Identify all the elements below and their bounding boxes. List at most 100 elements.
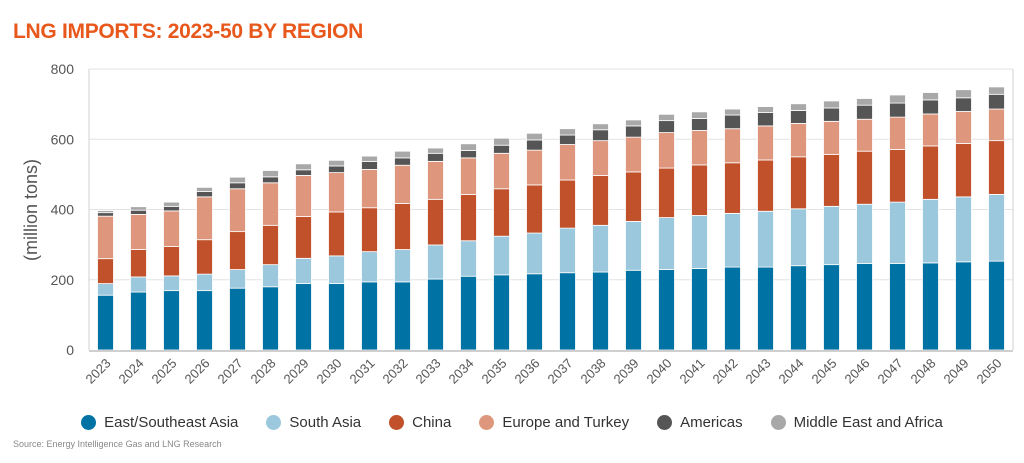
bar-stack-2041 <box>691 111 708 351</box>
bar-segment-china <box>526 184 543 234</box>
bar-segment-americas <box>526 139 543 151</box>
bar-segment-middle-east-and-africa <box>691 111 708 119</box>
x-tick-label: 2045 <box>809 356 840 387</box>
legend-item-europe-and-turkey: Europe and Turkey <box>479 414 629 431</box>
bar-segment-middle-east-and-africa <box>889 94 906 104</box>
x-tick-label: 2024 <box>116 356 147 387</box>
bar-segment-china <box>460 193 477 242</box>
bar-segment-americas <box>988 93 1005 110</box>
bar-segment-americas <box>328 165 345 174</box>
bar-segment-middle-east-and-africa <box>196 186 213 192</box>
bar-segment-middle-east-and-africa <box>526 132 543 141</box>
bar-segment-europe-and-turkey <box>592 140 609 176</box>
bar-segment-middle-east-and-africa <box>823 100 840 109</box>
bar-segment-europe-and-turkey <box>526 149 543 186</box>
bar-segment-south-asia <box>460 240 477 277</box>
x-tick-label: 2031 <box>347 356 378 387</box>
bar-stack-2023 <box>97 210 114 351</box>
bar-segment-americas <box>625 125 642 138</box>
bar-segment-east-southeast-asia <box>592 271 609 351</box>
bar-segment-europe-and-turkey <box>988 108 1005 142</box>
bar-stack-2027 <box>229 176 246 351</box>
bar-segment-china <box>196 239 213 275</box>
bar-segment-east-southeast-asia <box>130 291 147 351</box>
bar-segment-east-southeast-asia <box>790 265 807 351</box>
bar-segment-americas <box>559 134 576 145</box>
bar-segment-east-southeast-asia <box>955 261 972 351</box>
bar-stack-2049 <box>955 89 972 351</box>
bar-segment-east-southeast-asia <box>97 294 114 351</box>
bar-stack-2040 <box>658 113 675 351</box>
bar-stack-2050 <box>988 86 1005 351</box>
bar-segment-china <box>757 159 774 212</box>
x-tick-label: 2025 <box>149 356 180 387</box>
bar-segment-europe-and-turkey <box>460 157 477 195</box>
legend-swatch <box>389 415 405 430</box>
bar-segment-europe-and-turkey <box>229 188 246 233</box>
bar-segment-middle-east-and-africa <box>97 210 114 214</box>
x-tick-label: 2037 <box>545 356 576 387</box>
bar-segment-south-asia <box>361 251 378 283</box>
bar-segment-china <box>724 162 741 214</box>
bar-stack-2043 <box>757 106 774 351</box>
x-tick-label: 2035 <box>479 356 510 387</box>
bar-segment-south-asia <box>262 264 279 288</box>
bar-segment-china <box>955 143 972 198</box>
bar-segment-americas <box>889 102 906 118</box>
bar-stack-2024 <box>130 206 147 351</box>
bar-segment-south-asia <box>163 275 180 292</box>
bar-segment-europe-and-turkey <box>757 125 774 161</box>
bar-segment-east-southeast-asia <box>724 266 741 351</box>
bar-stack-2034 <box>460 143 477 351</box>
x-tick-label: 2046 <box>842 356 873 387</box>
bar-segment-south-asia <box>889 201 906 264</box>
bar-stack-2037 <box>559 128 576 351</box>
bar-segment-europe-and-turkey <box>130 214 147 250</box>
x-tick-label: 2030 <box>314 356 345 387</box>
bar-segment-americas <box>724 114 741 130</box>
x-tick-label: 2050 <box>974 356 1005 387</box>
bar-segment-middle-east-and-africa <box>493 137 510 146</box>
bar-segment-europe-and-turkey <box>262 182 279 226</box>
bar-segment-china <box>559 179 576 229</box>
bar-segment-south-asia <box>658 217 675 270</box>
bar-segment-europe-and-turkey <box>856 118 873 152</box>
x-tick-label: 2026 <box>182 356 213 387</box>
bar-segment-middle-east-and-africa <box>328 159 345 167</box>
bar-segment-middle-east-and-africa <box>658 113 675 122</box>
legend-swatch <box>479 415 495 430</box>
x-tick-label: 2033 <box>413 356 444 387</box>
bar-segment-europe-and-turkey <box>97 215 114 260</box>
x-tick-label: 2034 <box>446 356 477 387</box>
bar-segment-europe-and-turkey <box>196 196 213 241</box>
bar-stack-2028 <box>262 170 279 351</box>
bar-segment-south-asia <box>295 257 312 285</box>
bar-segment-south-asia <box>691 215 708 269</box>
bar-segment-americas <box>130 209 147 215</box>
bar-segment-americas <box>922 99 939 115</box>
x-tick-label: 2042 <box>710 356 741 387</box>
bar-segment-east-southeast-asia <box>526 273 543 351</box>
legend-item-americas: Americas <box>657 414 743 431</box>
x-tick-label: 2032 <box>380 356 411 387</box>
x-tick-label: 2023 <box>83 356 114 387</box>
bar-segment-americas <box>658 120 675 133</box>
bar-segment-east-southeast-asia <box>295 283 312 351</box>
bar-segment-south-asia <box>427 244 444 280</box>
bar-stack-2032 <box>394 150 411 351</box>
y-tick-label: 0 <box>66 342 74 358</box>
bar-segment-europe-and-turkey <box>790 123 807 158</box>
bar-stack-2031 <box>361 155 378 351</box>
legend-swatch <box>657 415 673 430</box>
bar-segment-americas <box>592 129 609 142</box>
bar-stack-2029 <box>295 163 312 351</box>
bar-segment-south-asia <box>724 212 741 268</box>
axes <box>88 68 1014 352</box>
bar-segment-china <box>229 231 246 270</box>
bar-segment-south-asia <box>196 273 213 292</box>
bar-stack-2033 <box>427 147 444 351</box>
bar-segment-east-southeast-asia <box>757 266 774 351</box>
bar-segment-middle-east-and-africa <box>988 86 1005 95</box>
y-tick-label: 200 <box>51 272 75 288</box>
